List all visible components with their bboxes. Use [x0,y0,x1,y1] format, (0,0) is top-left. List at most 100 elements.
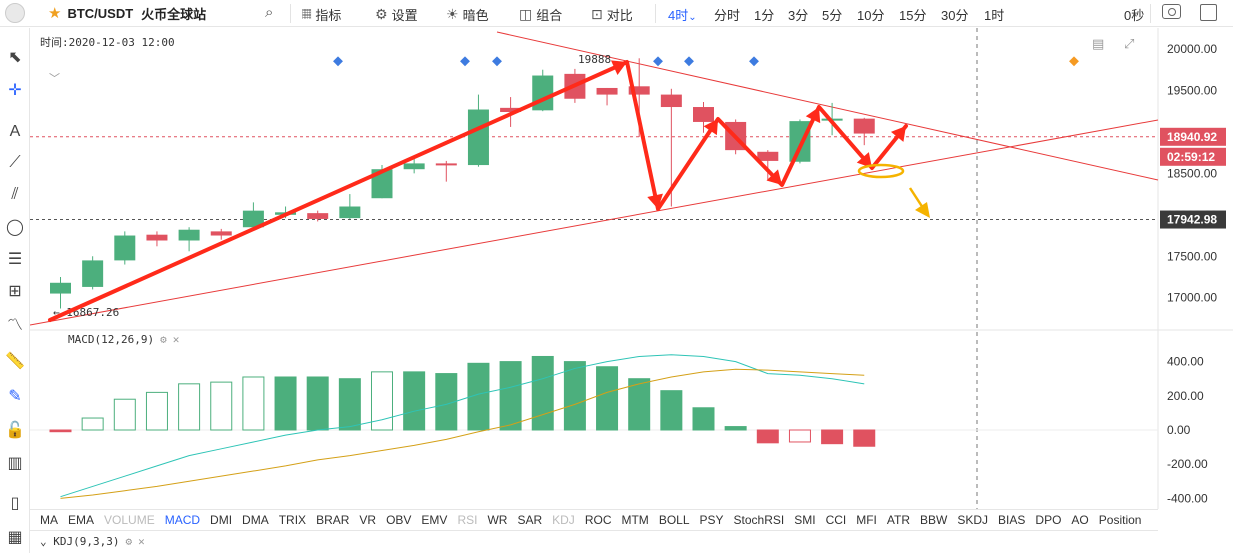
indicator-tab-wr[interactable]: WR [487,513,508,527]
timeframe-30m[interactable]: 30分 [941,8,969,23]
indicator-tab-ma[interactable]: MA [40,513,58,527]
chart-grid [30,28,1233,509]
candle-body [596,87,618,95]
indicator-tab-dma[interactable]: DMA [242,513,269,527]
indicator-tab-macd[interactable]: MACD [164,513,201,527]
exchange-name[interactable]: 火币全球站 [141,6,207,22]
dark-mode-button[interactable]: ☀ 暗色 [446,5,489,24]
indicator-tab-mtm[interactable]: MTM [621,513,649,527]
time-label: 时间:2020-12-03 12:00 [40,36,175,49]
calendar-icon[interactable]: ▦ [7,529,23,546]
indicator-tab-stochrsi[interactable]: StochRSI [733,513,785,527]
chart-settings-icon[interactable]: ▤ [1092,36,1105,51]
indicator-tab-obv[interactable]: OBV [386,513,412,527]
macd-tick-label: -200.00 [1167,457,1208,471]
collapse-chevron-icon[interactable]: ﹀ [49,73,60,85]
indicator-tab-mfi[interactable]: MFI [856,513,877,527]
favorite-star-icon[interactable]: ★ [48,5,62,22]
yellow-arrowhead [915,202,930,218]
line-tool-icon[interactable]: ⟋ [9,154,21,171]
cursor-arrow-icon[interactable]: ⬉ [8,49,22,66]
indicator-tab-position[interactable]: Position [1098,513,1142,527]
fullscreen-icon[interactable] [1200,4,1217,21]
macd-tick-label: 0.00 [1167,423,1191,437]
gear-icon[interactable]: ⚙ [125,535,133,548]
indicator-tab-volume[interactable]: VOLUME [104,513,155,527]
resistance-line [496,31,1159,181]
indicator-tab-roc[interactable]: ROC [584,513,612,527]
settings-button[interactable]: ⚙ 设置 [375,5,418,24]
candle-style-icon[interactable]: ▥ [7,455,23,472]
layout-label: 组合 [536,8,563,23]
candle-body [403,163,425,170]
kdj-collapse-icon[interactable]: ⌄ [40,535,47,548]
indicator-tab-brar[interactable]: BRAR [316,513,350,527]
channel-tool-icon[interactable]: ⫽ [11,186,19,203]
layout-button[interactable]: ◫ 组合 [519,5,562,24]
timeframe-3m[interactable]: 3分 [788,8,809,23]
indicator-tab-rsi[interactable]: RSI [457,513,478,527]
indicator-tab-ema[interactable]: EMA [68,513,95,527]
indicator-tab-smi[interactable]: SMI [794,513,816,527]
fib-tool-icon[interactable]: ☰ [7,251,23,268]
lock-icon[interactable]: 🔓 [5,422,25,439]
circle-tool-icon[interactable]: ◯ [6,219,24,236]
indicator-tab-skdj[interactable]: SKDJ [957,513,989,527]
indicator-button[interactable]: 𝄜 指标 [302,5,341,24]
indicator-tab-dpo[interactable]: DPO [1035,513,1062,527]
indicator-tab-boll[interactable]: BOLL [658,513,690,527]
symbol-name[interactable]: BTC/USDT [67,5,134,21]
expand-icon[interactable]: ⤢ [1124,36,1135,51]
indicator-tab-bbw[interactable]: BBW [920,513,948,527]
macd-histogram-bar [403,371,426,431]
logo [0,0,30,27]
indicator-tab-atr[interactable]: ATR [886,513,911,527]
macd-histogram-bar [628,378,651,431]
crosshair-icon[interactable]: ✛ [8,82,22,99]
macd-histogram-bar [596,366,619,431]
indicator-tab-trix[interactable]: TRIX [278,513,307,527]
macd-histogram-bar [692,407,715,431]
indicator-tab-vr[interactable]: VR [359,513,377,527]
macd-histogram-bar [274,376,297,431]
timeframe-1m[interactable]: 1分 [754,8,775,23]
search-icon[interactable]: ⌕ [265,4,274,21]
indicator-tab-dmi[interactable]: DMI [210,513,233,527]
wave-tool-icon[interactable]: 〽 [6,317,23,334]
macd-label-text: MACD(12,26,9) [68,333,155,346]
ruler-icon[interactable]: 📏 [5,353,25,370]
indicator-tab-cci[interactable]: CCI [825,513,847,527]
pen-icon[interactable]: ✎ [8,388,22,405]
macd-histogram-bar [113,398,136,431]
macd-histogram-bar [724,426,747,431]
layout-icon: ◫ [519,6,533,22]
close-icon[interactable]: ✕ [138,535,145,548]
indicator-tab-psy[interactable]: PSY [699,513,724,527]
gear-icon[interactable]: ⚙ [160,333,167,346]
yellow-arrow-line [908,187,925,209]
price-chart[interactable]: 19888← 16867.26 20000.00 19500.00 18500.00… [30,28,1233,509]
indicator-tab-kdj[interactable]: KDJ [552,513,575,527]
candle-body [307,213,329,219]
timeframe-4h[interactable]: 4时⌄ [668,5,697,24]
indicator-tab-emv[interactable]: EMV [421,513,448,527]
close-icon[interactable]: ✕ [172,333,180,346]
text-tool-icon[interactable]: A [9,123,21,140]
timeframe-1h[interactable]: 1时 [984,8,1005,23]
arrowhead [766,169,782,185]
pattern-tool-icon[interactable]: ⊞ [8,283,22,300]
arrowhead [856,152,872,168]
timeframe-15m[interactable]: 15分 [899,8,927,23]
indicator-tab-sar[interactable]: SAR [517,513,543,527]
macd-histogram-bar [467,362,490,431]
indicator-tab-ao[interactable]: AO [1071,513,1089,527]
candle-body [210,231,232,236]
compare-button[interactable]: ⊡ 对比 [591,5,633,24]
book-icon[interactable]: ▯ [10,495,20,512]
timeframe-10m[interactable]: 10分 [857,8,885,23]
indicator-tab-bias[interactable]: BIAS [998,513,1026,527]
timeframe-line[interactable]: 分时 [714,8,741,23]
timeframe-5m[interactable]: 5分 [822,8,843,23]
camera-icon[interactable] [1162,4,1181,19]
